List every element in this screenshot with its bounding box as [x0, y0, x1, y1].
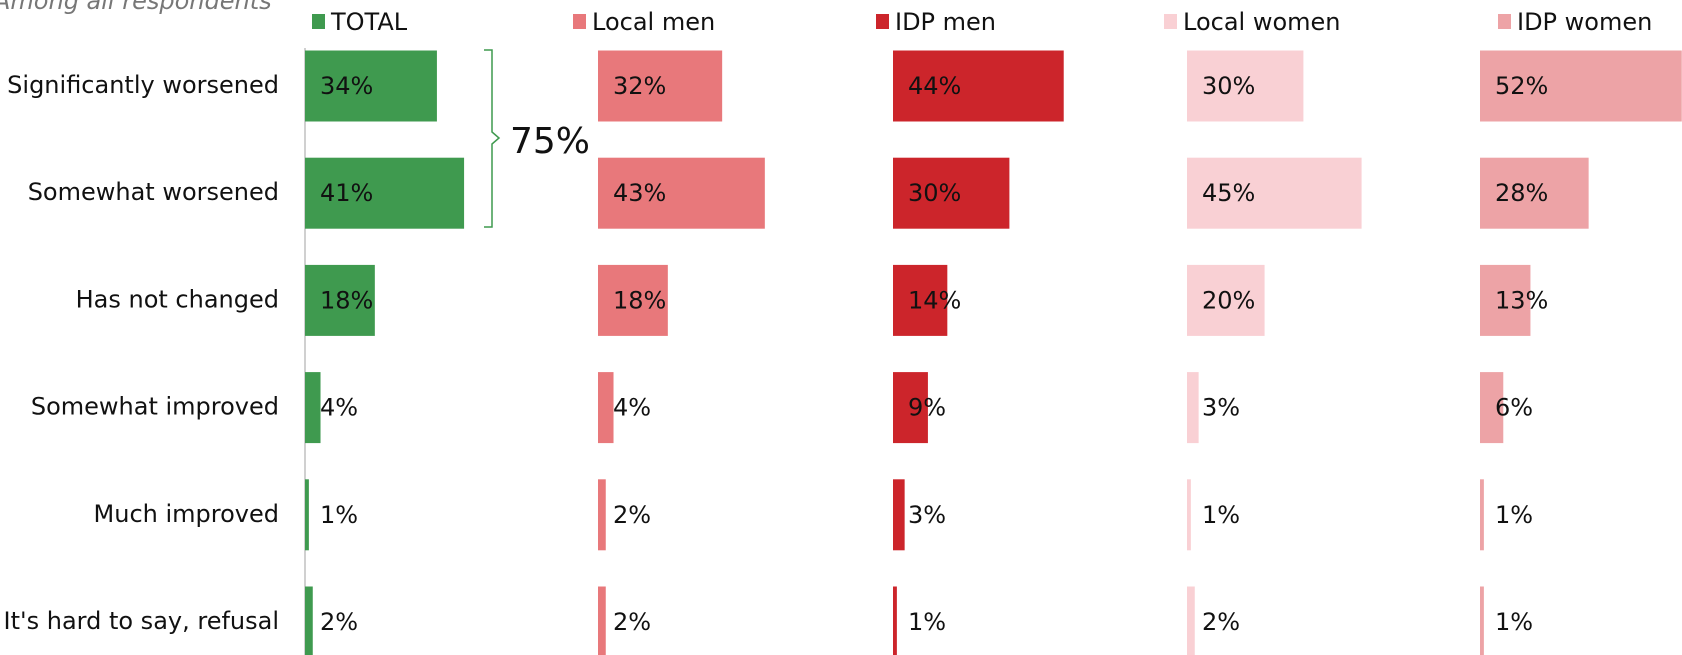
value-label: 6%: [1495, 394, 1533, 422]
bar: [1480, 372, 1504, 444]
value-label: 28%: [1495, 179, 1548, 207]
category-label: Somewhat improved: [31, 393, 279, 421]
bar: [1187, 586, 1195, 655]
legend-label: Local women: [1183, 8, 1341, 36]
bar: [305, 50, 437, 122]
bar: [893, 50, 1064, 122]
legend-label: IDP men: [895, 8, 996, 36]
value-label: 3%: [908, 501, 946, 529]
value-label: 2%: [613, 501, 651, 529]
bar: [893, 479, 905, 551]
bracket: [484, 49, 501, 228]
value-label: 1%: [1495, 501, 1533, 529]
value-label: 18%: [613, 286, 666, 314]
bar: [598, 372, 614, 444]
value-label: 20%: [1202, 286, 1255, 314]
value-label: 45%: [1202, 179, 1255, 207]
value-label: 1%: [1202, 501, 1240, 529]
bar: [598, 157, 765, 229]
bar: [305, 157, 465, 229]
bar: [893, 586, 897, 655]
category-label: Much improved: [94, 500, 279, 528]
category-label: Somewhat worsened: [28, 178, 279, 206]
legend-label: Local men: [592, 8, 715, 36]
value-label: 2%: [1202, 608, 1240, 636]
value-label: 4%: [613, 394, 651, 422]
bar: [1480, 157, 1589, 229]
bar: [1187, 264, 1265, 336]
annotation: 75%: [510, 121, 590, 162]
bar: [893, 372, 928, 444]
bar: [598, 50, 723, 122]
value-label: 2%: [320, 608, 358, 636]
value-label: 18%: [320, 286, 373, 314]
bar: [893, 157, 1010, 229]
bar: [893, 264, 948, 336]
category-label: It's hard to say, refusal: [4, 607, 279, 635]
bar: [1480, 264, 1531, 336]
value-label: 44%: [908, 72, 961, 100]
bar: [305, 264, 375, 336]
legend-marker: [876, 14, 889, 29]
value-label: 41%: [320, 179, 373, 207]
value-label: 9%: [908, 394, 946, 422]
bar: [1480, 586, 1484, 655]
legend-label: IDP women: [1517, 8, 1652, 36]
category-label: Has not changed: [76, 285, 279, 313]
value-label: 1%: [320, 501, 358, 529]
legend-marker: [312, 14, 325, 29]
bar: [1187, 157, 1362, 229]
subtitle: Among all respondents: [0, 0, 272, 15]
legend-label: TOTAL: [330, 8, 408, 36]
value-label: 2%: [613, 608, 651, 636]
bar: [1187, 50, 1304, 122]
legend-marker: [1164, 14, 1177, 29]
value-label: 34%: [320, 72, 373, 100]
bar: [598, 479, 606, 551]
legend-marker: [1498, 14, 1511, 29]
legend-marker: [573, 14, 586, 29]
bar: [1480, 50, 1682, 122]
value-label: 4%: [320, 394, 358, 422]
value-label: 1%: [1495, 608, 1533, 636]
value-label: 1%: [908, 608, 946, 636]
value-label: 43%: [613, 179, 666, 207]
category-label: Significantly worsened: [7, 71, 279, 99]
bar: [598, 586, 606, 655]
bar: [305, 586, 313, 655]
bar: [1187, 479, 1191, 551]
value-label: 32%: [613, 72, 666, 100]
value-label: 52%: [1495, 72, 1548, 100]
value-label: 30%: [908, 179, 961, 207]
bar: [305, 372, 321, 444]
value-label: 30%: [1202, 72, 1255, 100]
bar: [1187, 372, 1199, 444]
bar: [305, 479, 309, 551]
value-label: 13%: [1495, 286, 1548, 314]
bar: [598, 264, 668, 336]
value-label: 14%: [908, 286, 961, 314]
bar: [1480, 479, 1484, 551]
value-label: 3%: [1202, 394, 1240, 422]
